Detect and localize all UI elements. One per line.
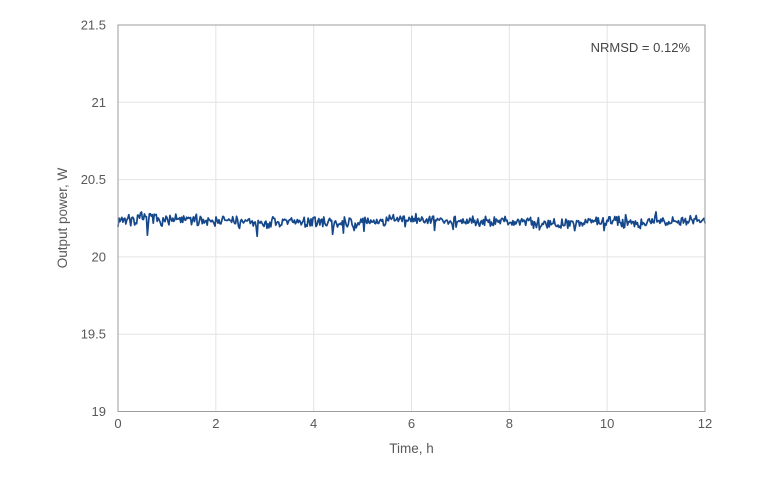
x-axis-title: Time, h [389, 441, 434, 456]
x-tick-label: 10 [600, 416, 614, 431]
y-tick-label: 21.5 [81, 18, 106, 33]
series-layer [117, 211, 706, 238]
x-tick-label: 4 [310, 416, 317, 431]
y-axis-title: Output power, W [55, 167, 70, 268]
x-tick-label: 12 [698, 416, 712, 431]
nrmsd-annotation: NRMSD = 0.12% [591, 40, 691, 55]
y-tick-label: 20 [92, 249, 106, 264]
plot-frame [117, 24, 706, 412]
x-tick-labels: 0 2 4 6 8 10 12 [114, 416, 712, 431]
series-line [117, 211, 706, 238]
y-tick-labels: 19 19.5 20 20.5 21 21.5 [81, 18, 106, 420]
y-tick-label: 19 [92, 404, 106, 419]
y-tick-label: 21 [92, 95, 106, 110]
x-tick-label: 2 [212, 416, 219, 431]
y-tick-label: 20.5 [81, 172, 106, 187]
x-tick-label: 6 [408, 416, 415, 431]
x-tick-label: 8 [506, 416, 513, 431]
x-tick-label: 0 [114, 416, 121, 431]
y-tick-label: 19.5 [81, 327, 106, 342]
